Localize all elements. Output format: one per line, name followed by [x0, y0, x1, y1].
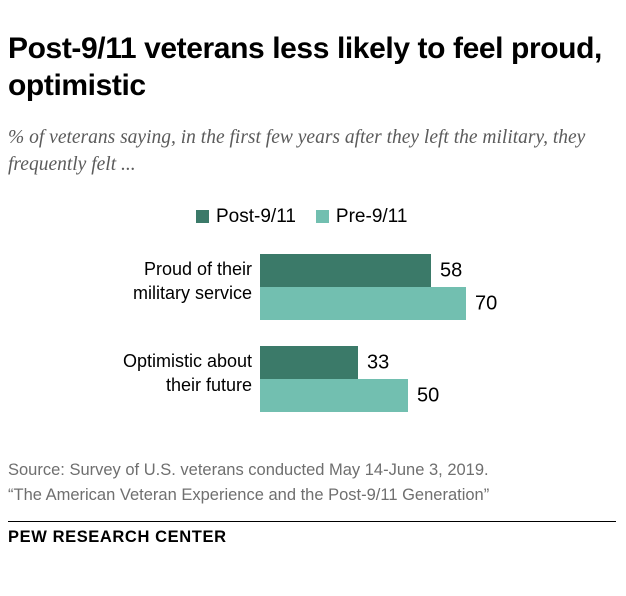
category-label-line: military service: [132, 283, 252, 303]
page-title: Post-9/11 veterans less likely to feel p…: [8, 32, 602, 102]
source-note: Source: Survey of U.S. veterans conducte…: [8, 458, 616, 508]
brand-name: PEW RESEARCH CENTER: [8, 528, 227, 546]
bar-group-optimistic: Optimistic about their future 33 50: [0, 340, 626, 418]
legend-label-pre-911: Pre-9/11: [335, 206, 408, 227]
legend-item-pre-911[interactable]: Pre-9/11: [315, 206, 408, 227]
chart-plot-area: Proud of their military service 58 70 Op…: [0, 248, 626, 428]
bar-proud-pre-911[interactable]: [260, 287, 466, 320]
bar-value-optimistic-post-911: 33: [367, 351, 390, 373]
bar-proud-post-911[interactable]: [260, 254, 431, 287]
bar-value-optimistic-pre-911: 50: [417, 384, 440, 406]
legend-swatch-icon-pre-911: [315, 210, 329, 223]
legend-swatch-icon-post-911: [196, 210, 209, 223]
footer-divider: [8, 521, 616, 522]
category-label-proud: Proud of their military service: [20, 257, 252, 305]
category-label-line: Optimistic about: [122, 351, 252, 371]
bar-value-proud-post-911: 58: [440, 259, 463, 281]
bar-optimistic-pre-911[interactable]: [260, 379, 408, 412]
chart-subtitle: % of veterans saying, in the first few y…: [8, 127, 586, 175]
chart-legend: Post-9/11 Pre-9/11: [0, 207, 626, 231]
category-label-line: Proud of their: [143, 259, 252, 279]
source-line-2: “The American Veteran Experience and the…: [8, 486, 490, 504]
category-label-optimistic: Optimistic about their future: [20, 349, 252, 397]
bar-optimistic-post-911[interactable]: [260, 346, 358, 379]
bar-value-proud-pre-911: 70: [475, 292, 498, 314]
legend-label-post-911: Post-9/11: [216, 206, 296, 227]
category-label-line: their future: [165, 375, 252, 395]
legend-item-post-911[interactable]: Post-9/11: [196, 207, 296, 226]
bar-group-proud: Proud of their military service 58 70: [0, 248, 626, 326]
source-line-1: Source: Survey of U.S. veterans conducte…: [8, 461, 489, 479]
